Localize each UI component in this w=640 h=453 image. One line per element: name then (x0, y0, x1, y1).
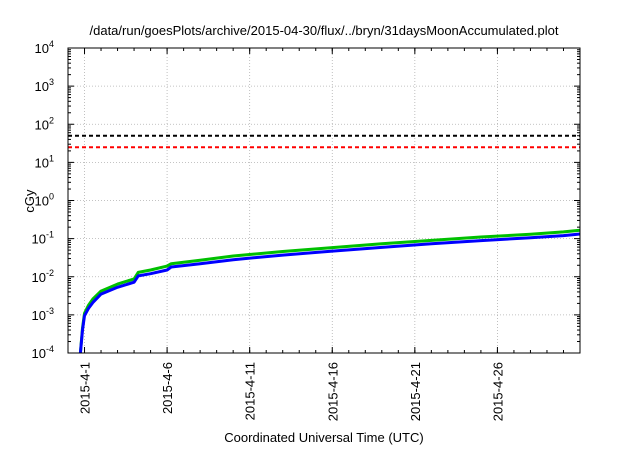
x-tick-label: 2015-4-26 (490, 362, 505, 421)
y-tick-label: 10-3 (32, 306, 54, 323)
threshold-lines (68, 134, 580, 149)
series-line (78, 228, 581, 354)
x-tick-label: 2015-4-21 (408, 362, 423, 421)
x-tick-labels: 2015-4-1 2015-4-6 2015-4-11 2015-4-16 2015-4… (78, 362, 506, 421)
y-tick-label: 10-2 (32, 268, 54, 285)
x-tick-label: 2015-4-1 (78, 362, 93, 414)
x-tick-label: 2015-4-11 (243, 362, 258, 420)
y-tick-label: 10-1 (32, 230, 54, 247)
y-tick-label: 101 (35, 153, 54, 170)
tick-marks (68, 47, 580, 354)
chart-title: /data/run/goesPlots/archive/2015-04-30/f… (90, 23, 559, 38)
y-tick-label: 103 (35, 77, 54, 94)
y-tick-label: 104 (35, 39, 54, 56)
x-axis-label: Coordinated Universal Time (UTC) (224, 430, 423, 445)
y-tick-label: 102 (35, 115, 54, 132)
y-tick-label: 100 (35, 192, 54, 209)
y-tick-label: 10-4 (32, 344, 54, 361)
data-series (78, 228, 581, 354)
series-line (78, 232, 581, 354)
x-tick-label: 2015-4-6 (160, 362, 175, 414)
x-tick-label: 2015-4-16 (325, 362, 340, 421)
y-axis-label: cGy (22, 189, 37, 213)
y-tick-labels: 10-4 10-3 10-2 10-1 100 101 102 103 104 (32, 39, 54, 361)
